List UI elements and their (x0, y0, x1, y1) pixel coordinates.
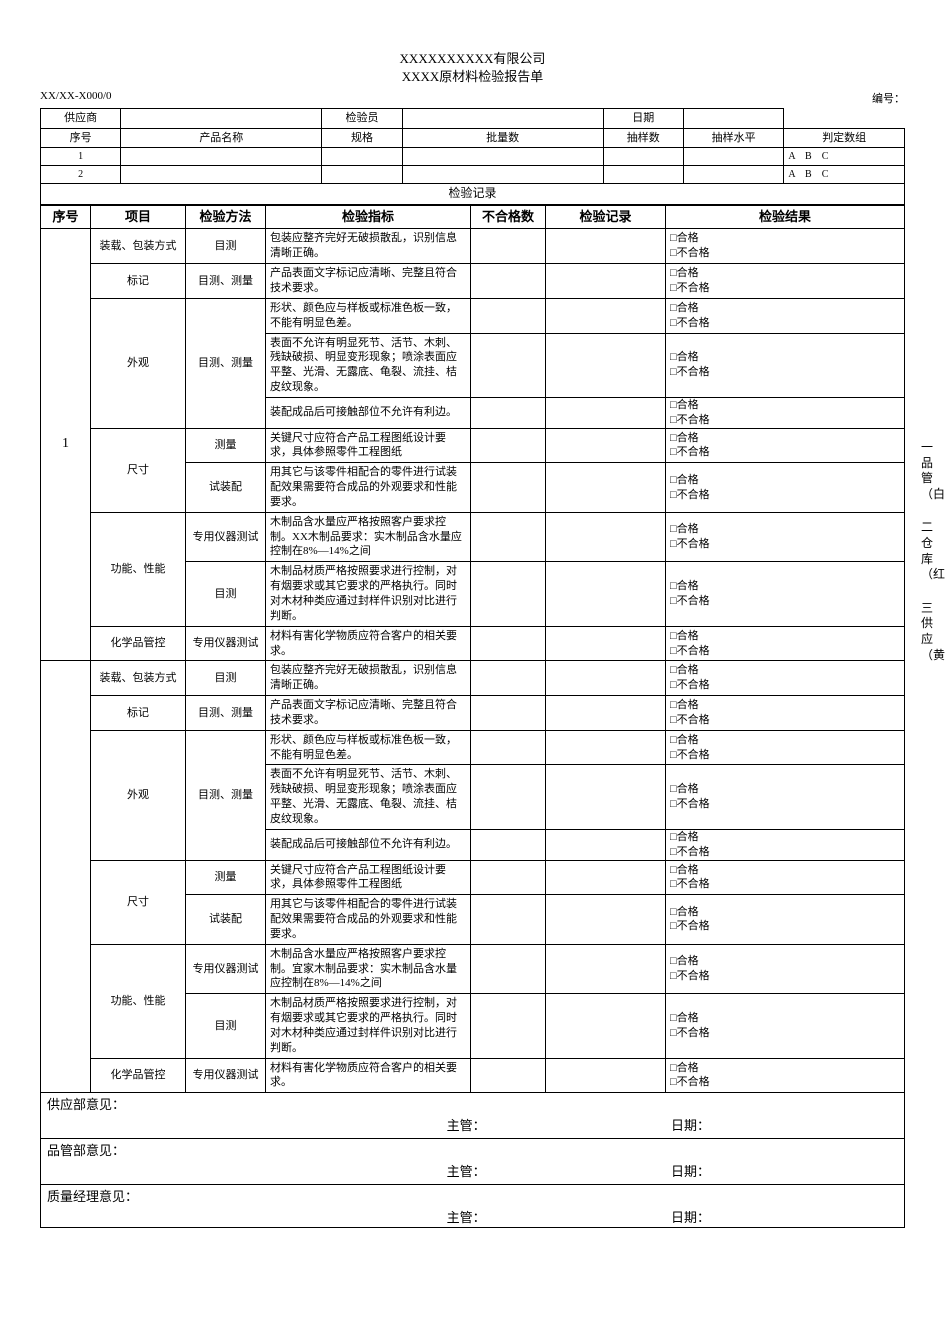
label-inspector: 检验员 (322, 109, 402, 128)
th-rec: 检验记录 (546, 205, 666, 229)
supply-opinion-label: 供应部意见： (41, 1093, 904, 1118)
group-1: 1 (41, 229, 91, 661)
qc-opinion-label: 品管部意见： (41, 1139, 904, 1164)
date-label: 日期： (671, 1118, 904, 1135)
th-method: 检验方法 (186, 205, 266, 229)
label-supplier: 供应商 (41, 109, 121, 128)
inspection-table: 序号 项目 检验方法 检验指标 不合格数 检验记录 检验结果 1 装载、包装方式… (40, 205, 905, 1229)
abc-2: A B C (784, 165, 905, 183)
mgr-label: 主管： (447, 1118, 671, 1135)
field-supplier[interactable] (121, 109, 322, 128)
col-level: 抽样水平 (683, 128, 783, 147)
item: 装载、包装方式 (91, 229, 186, 264)
std: 包装应整齐完好无破损散乱，识别信息清晰正确。 (266, 229, 471, 264)
info-table: 供应商 检验员 日期 序号 产品名称 规格 批量数 抽样数 抽样水平 判定数组 … (40, 108, 905, 204)
serial-label: 编号： (872, 90, 905, 106)
method: 目测 (186, 229, 266, 264)
field-date[interactable] (683, 109, 783, 128)
label-date: 日期 (603, 109, 683, 128)
th-seq: 序号 (41, 205, 91, 229)
row-2: 2 (41, 165, 121, 183)
col-sample: 抽样数 (603, 128, 683, 147)
col-product: 产品名称 (121, 128, 322, 147)
row-1: 1 (41, 147, 121, 165)
group-2 (41, 661, 91, 1093)
doc-title: XXXX原材料检验报告单 (40, 68, 905, 86)
result[interactable]: □合格□不合格 (666, 229, 905, 264)
company-name: XXXXXXXXXX有限公司 (40, 50, 905, 68)
qm-opinion-label: 质量经理意见： (41, 1185, 904, 1210)
abc-1: A B C (784, 147, 905, 165)
section-heading: 检验记录 (41, 183, 905, 204)
col-spec: 规格 (322, 128, 402, 147)
field-inspector[interactable] (402, 109, 603, 128)
th-std: 检验指标 (266, 205, 471, 229)
col-batch: 批量数 (402, 128, 603, 147)
th-item: 项目 (91, 205, 186, 229)
col-seq: 序号 (41, 128, 121, 147)
col-judge: 判定数组 (784, 128, 905, 147)
th-ng: 不合格数 (471, 205, 546, 229)
doc-code: XX/XX-X000/0 (40, 90, 112, 106)
distribution-notes: 一 品管（白） 二 仓库（红） 三 供应（黄） (921, 440, 939, 681)
th-res: 检验结果 (666, 205, 905, 229)
